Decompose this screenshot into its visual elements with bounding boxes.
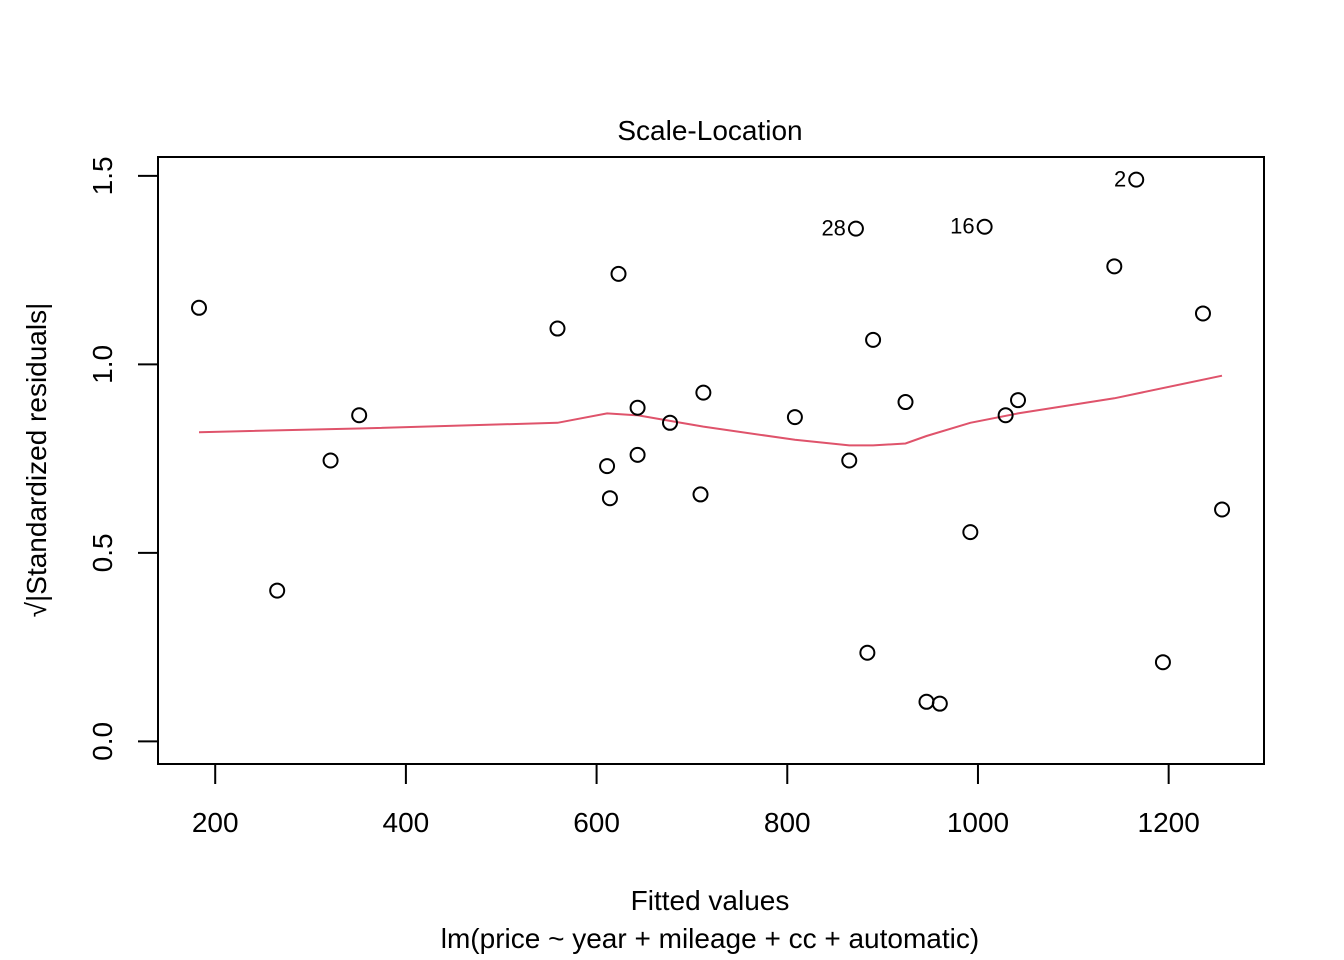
data-point — [1194, 305, 1211, 322]
smooth-line-group — [198, 374, 1223, 447]
chart-title: Scale-Location — [617, 115, 802, 146]
data-point — [976, 218, 993, 235]
data-point — [847, 220, 864, 237]
x-tick-label: 1200 — [1138, 807, 1200, 838]
data-point — [629, 446, 646, 463]
y-axis: 0.0 0.5 1.0 1.5 — [87, 156, 159, 761]
y-tick-label: 0.5 — [87, 533, 118, 572]
data-point — [786, 409, 803, 426]
x-tick-label: 600 — [573, 807, 620, 838]
data-point — [190, 299, 207, 316]
x-tick-label: 1000 — [947, 807, 1009, 838]
y-tick-label: 0.0 — [87, 722, 118, 761]
data-point — [841, 452, 858, 469]
point-label: 28 — [821, 216, 845, 241]
data-point — [931, 695, 948, 712]
point-label: 2 — [1114, 167, 1126, 192]
smooth-line — [198, 374, 1223, 447]
y-axis-label: √|Standardized residuals| — [21, 303, 52, 618]
data-point — [1010, 392, 1027, 409]
data-point — [918, 693, 935, 710]
data-point — [859, 644, 876, 661]
points-group: 28 16 2 — [190, 167, 1231, 712]
data-point — [599, 458, 616, 475]
data-point — [629, 399, 646, 416]
x-axis-label: Fitted values — [631, 885, 790, 916]
data-point — [1128, 171, 1145, 188]
data-point — [897, 394, 914, 411]
y-tick-label: 1.0 — [87, 345, 118, 384]
point-label: 16 — [950, 214, 974, 239]
model-formula-subtitle: lm(price ~ year + mileage + cc + automat… — [441, 923, 979, 954]
data-point — [269, 582, 286, 599]
x-axis: 200 400 600 800 1000 1200 — [192, 763, 1200, 838]
data-point — [662, 414, 679, 431]
data-point — [692, 486, 709, 503]
data-point — [1106, 258, 1123, 275]
data-point — [865, 331, 882, 348]
data-point — [601, 490, 618, 507]
data-point — [549, 320, 566, 337]
data-point — [610, 265, 627, 282]
data-point — [962, 524, 979, 541]
data-point — [997, 407, 1014, 424]
x-tick-label: 800 — [764, 807, 811, 838]
data-point — [351, 407, 368, 424]
data-point — [1154, 654, 1171, 671]
data-point — [322, 452, 339, 469]
data-point — [695, 384, 712, 401]
y-tick-label: 1.5 — [87, 156, 118, 195]
data-point — [1214, 501, 1231, 518]
x-tick-label: 400 — [383, 807, 430, 838]
x-tick-label: 200 — [192, 807, 239, 838]
